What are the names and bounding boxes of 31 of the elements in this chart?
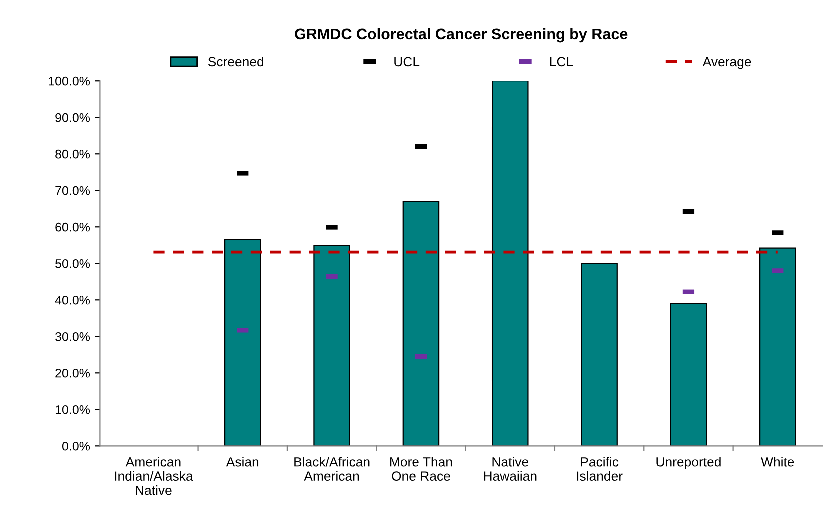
y-tick-label: 0.0%: [62, 442, 90, 451]
y-tick-label: 20.0%: [56, 368, 90, 378]
y-tick-label: 90.0%: [56, 113, 90, 122]
y-tick-label: 70.0%: [56, 186, 90, 196]
x-tick-label: Black/African American: [294, 457, 370, 482]
legend-label: LCL: [550, 57, 574, 67]
x-tick-label: White: [761, 457, 794, 467]
legend-label: Average: [702, 57, 752, 70]
bar: [314, 245, 350, 446]
x-tick-label: Native Hawaiian: [484, 457, 537, 482]
y-tick-label: 40.0%: [55, 296, 90, 305]
chart-title: GRMDC Colorectal Cancer Screening by Race: [295, 28, 628, 43]
bar: [670, 303, 708, 446]
x-tick-label: Pacific Islander: [577, 457, 623, 482]
legend-label: UCL: [394, 57, 420, 67]
y-tick-label: 10.0%: [56, 405, 90, 414]
y-tick-label: 60.0%: [56, 222, 90, 232]
y-tick-label: 50.0%: [56, 259, 90, 268]
bar: [760, 248, 796, 446]
y-tick-label: 100.0%: [49, 76, 90, 86]
bar: [224, 239, 262, 446]
x-tick-label: American Indian/Alaska Native: [115, 457, 194, 496]
bar: [492, 81, 529, 446]
y-tick-label: 30.0%: [56, 332, 90, 342]
x-tick-label: Asian: [226, 457, 259, 467]
x-tick-label: Unreported: [656, 457, 721, 470]
legend-label: Screened: [208, 56, 264, 67]
x-tick-label: More Than One Race: [390, 457, 452, 482]
y-tick-label: 80.0%: [56, 150, 90, 159]
bar: [402, 201, 440, 446]
bar: [581, 263, 618, 446]
